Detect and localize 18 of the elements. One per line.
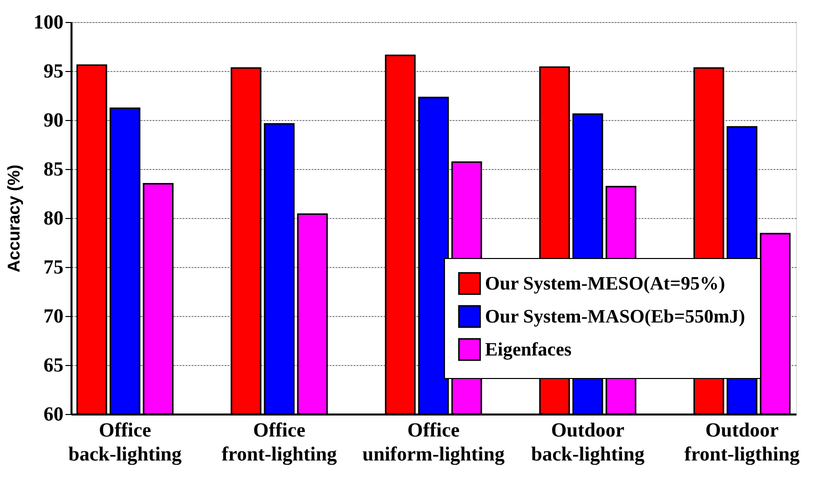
x-tick-label: Outdoor front-ligthing	[684, 420, 800, 466]
y-tick-label: 80	[44, 208, 64, 230]
x-tick-label: Office uniform-lighting	[362, 420, 505, 466]
y-axis-title: Accuracy (%)	[4, 164, 24, 272]
legend-label: Our System-MESO(At=95%)	[485, 274, 726, 294]
y-tick-label: 65	[44, 354, 64, 376]
y-tick-label: 95	[44, 60, 64, 82]
x-tick-label: Outdoor back-lighting	[531, 420, 644, 466]
legend-label: Eigenfaces	[485, 340, 572, 360]
y-tick-label: 75	[44, 256, 64, 278]
legend-label: Our System-MASO(Eb=550mJ)	[485, 306, 746, 328]
y-tick-label: 100	[34, 12, 64, 34]
y-tick-label: 60	[44, 404, 64, 426]
x-tick-label: Office back-lighting	[68, 420, 182, 466]
y-tick-label: 70	[44, 306, 64, 328]
y-tick-label: 85	[44, 158, 64, 180]
y-tick-label: 90	[44, 110, 64, 132]
x-tick-label: Office front-lighting	[222, 420, 337, 466]
